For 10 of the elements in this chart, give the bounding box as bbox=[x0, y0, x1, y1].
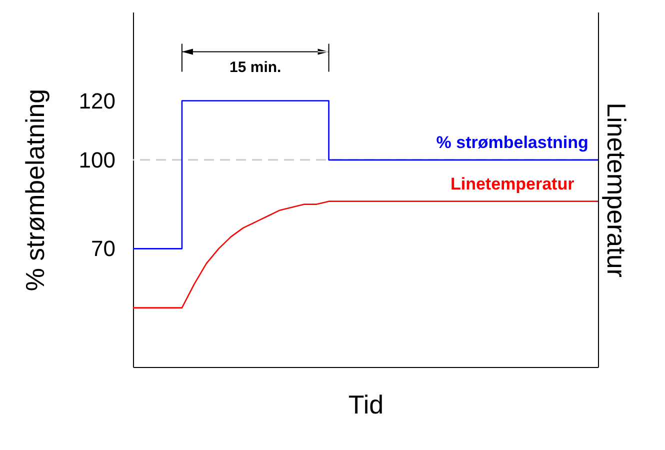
series-label: Linetemperatur bbox=[450, 174, 575, 194]
y-tick-label: 120 bbox=[78, 88, 116, 114]
x-axis-title: Tid bbox=[348, 390, 384, 420]
y-axis-title: % strømbelatning bbox=[20, 88, 50, 292]
y-tick-label: 100 bbox=[78, 147, 116, 172]
y-tick-label: 70 bbox=[91, 236, 116, 262]
y2-axis-title: Linetemperatur bbox=[602, 102, 632, 278]
series-label: % strømbelastning bbox=[436, 132, 588, 152]
line-series bbox=[132, 200, 599, 308]
annotation: 15 min. bbox=[230, 58, 282, 76]
